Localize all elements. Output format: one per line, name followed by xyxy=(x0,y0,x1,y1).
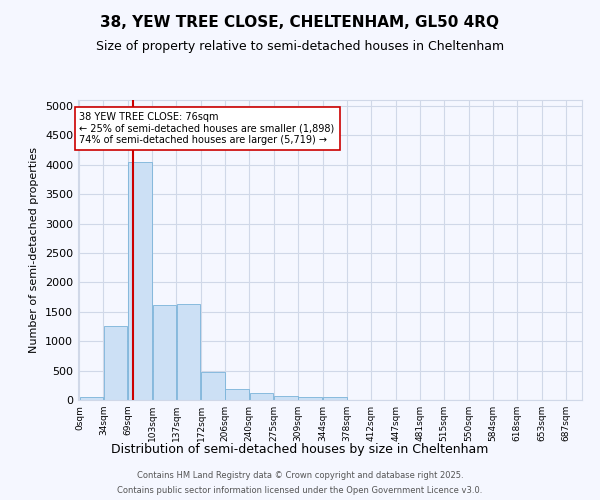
Bar xyxy=(202,372,225,400)
Text: 38 YEW TREE CLOSE: 76sqm
← 25% of semi-detached houses are smaller (1,898)
74% o: 38 YEW TREE CLOSE: 76sqm ← 25% of semi-d… xyxy=(79,112,335,145)
Text: Contains public sector information licensed under the Open Government Licence v3: Contains public sector information licen… xyxy=(118,486,482,495)
Bar xyxy=(152,304,176,400)
Bar xyxy=(226,389,249,400)
Text: 38, YEW TREE CLOSE, CHELTENHAM, GL50 4RQ: 38, YEW TREE CLOSE, CHELTENHAM, GL50 4RQ xyxy=(101,15,499,30)
Y-axis label: Number of semi-detached properties: Number of semi-detached properties xyxy=(29,147,40,353)
Text: Distribution of semi-detached houses by size in Cheltenham: Distribution of semi-detached houses by … xyxy=(112,442,488,456)
Text: Size of property relative to semi-detached houses in Cheltenham: Size of property relative to semi-detach… xyxy=(96,40,504,53)
Bar xyxy=(298,397,322,400)
Bar xyxy=(323,398,347,400)
Bar xyxy=(274,396,298,400)
Text: Contains HM Land Registry data © Crown copyright and database right 2025.: Contains HM Land Registry data © Crown c… xyxy=(137,471,463,480)
Bar xyxy=(250,393,273,400)
Bar xyxy=(176,304,200,400)
Bar xyxy=(80,397,103,400)
Bar xyxy=(104,326,127,400)
Bar xyxy=(128,162,152,400)
